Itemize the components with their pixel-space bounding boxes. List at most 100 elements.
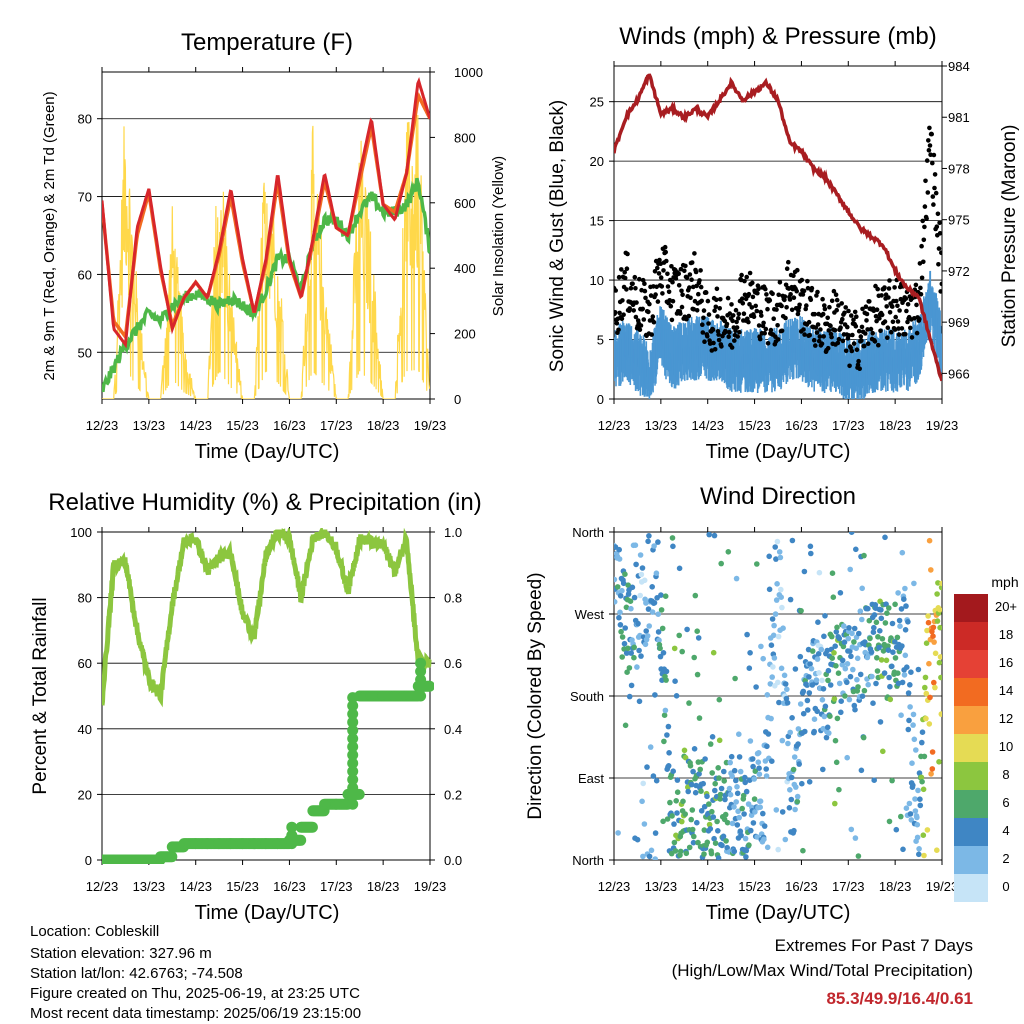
precipitation-series: [102, 657, 434, 864]
temperature-x-tick-label: 13/23: [133, 418, 166, 433]
wind-direction-point: [658, 607, 665, 613]
wind-direction-point: [785, 740, 791, 747]
gust-point: [655, 299, 661, 304]
wind-direction-point: [723, 838, 729, 844]
gust-point: [879, 312, 885, 318]
wind-direction-point: [664, 732, 670, 738]
wind-direction-point: [694, 819, 700, 826]
wind-direction-point: [767, 681, 774, 687]
wind-direction-point: [840, 643, 847, 650]
wind-direction-point: [631, 654, 637, 661]
wind-direction-point: [912, 796, 918, 802]
wind-direction-point: [755, 750, 762, 756]
wind-direction-point: [917, 796, 923, 802]
wind-direction-point: [811, 728, 817, 735]
wind-direction-point: [905, 619, 911, 625]
wind-direction-point: [782, 681, 789, 687]
wind-direction-point: [852, 706, 858, 713]
wind-direction-point: [780, 625, 786, 631]
wind-direction-point: [894, 634, 901, 641]
wind-direction-point: [809, 648, 816, 654]
wind-direction-point: [923, 715, 929, 722]
gust-point: [802, 332, 807, 337]
gust-point: [665, 271, 670, 277]
wind-direction-point: [842, 665, 849, 672]
winds-y-tick-label: 10: [590, 273, 604, 288]
gust-point: [770, 291, 775, 297]
wind-direction-point: [706, 532, 712, 538]
humidity-x-tick-label: 15/23: [226, 879, 259, 894]
gust-point: [666, 289, 672, 295]
gust-point: [725, 295, 731, 301]
wind-direction-point: [652, 856, 658, 860]
wind-direction-point: [715, 828, 721, 834]
wind-direction-point: [661, 738, 667, 745]
gust-point: [663, 249, 668, 255]
wind-direction-point: [816, 670, 822, 676]
wind-direction-point: [914, 821, 921, 828]
gust-point: [614, 321, 620, 326]
gust-point: [804, 303, 809, 308]
wind-direction-point: [691, 746, 698, 752]
gust-point: [887, 310, 893, 315]
wind-direction-point: [807, 543, 814, 550]
wind-direction-point: [916, 846, 922, 852]
gust-point: [909, 335, 915, 340]
wind-direction-point: [889, 777, 895, 784]
gust-point: [865, 341, 871, 347]
wind-direction-point: [629, 584, 636, 591]
gust-point: [932, 172, 938, 177]
figure-created: Figure created on Thu, 2025-06-19, at 23…: [30, 985, 360, 1002]
wind-direction-point: [768, 642, 775, 648]
temperature-y-tick-label: 80: [78, 112, 92, 127]
temperature-title: Temperature (F): [181, 29, 353, 56]
gust-point: [700, 322, 705, 328]
wind-direction-point: [716, 775, 722, 781]
wind-direction-point: [677, 848, 684, 855]
gust-point: [825, 345, 831, 351]
wind-direction-point: [656, 637, 662, 643]
gust-point: [908, 325, 913, 331]
wind-direction-point: [878, 607, 884, 613]
wind-direction-point: [844, 679, 850, 686]
solar-insolation-series: [102, 109, 430, 399]
wind-direction-point: [756, 765, 762, 771]
gust-point: [927, 143, 933, 148]
wind-direction-point: [663, 677, 669, 683]
wind-direction-point: [800, 688, 807, 695]
wind-direction-point: [916, 770, 923, 776]
wind-direction-point: [884, 610, 890, 616]
wind-direction-point: [855, 853, 862, 859]
gust-point: [750, 294, 756, 300]
gust-point: [703, 290, 709, 295]
gust-point: [699, 298, 704, 304]
humidity-y2-tick-label: 0.8: [444, 591, 462, 606]
gust-point: [930, 160, 935, 166]
winds-y2-tick-label: 978: [948, 161, 970, 176]
wind-direction-point: [643, 628, 649, 634]
precipitation-point: [295, 834, 307, 846]
wind-direction-point: [748, 827, 754, 834]
wind-direction-point: [764, 743, 770, 750]
wind-direction-point: [827, 682, 834, 688]
gust-point: [894, 298, 899, 304]
wind-direction-point: [743, 847, 750, 854]
wind-direction-point: [895, 590, 901, 596]
precipitation-point: [347, 790, 359, 802]
wind-direction-point: [734, 822, 741, 828]
wind-direction-point: [645, 606, 652, 612]
wind-direction-point: [848, 532, 855, 535]
winds-y2-tick-label: 981: [948, 110, 970, 125]
sonic-wind-series: [614, 270, 942, 399]
wind-direction-point: [797, 653, 804, 660]
wind-direction-point: [833, 759, 840, 766]
wind-direction-point: [734, 784, 740, 790]
extremes-block: Extremes For Past 7 Days (High/Low/Max W…: [672, 936, 973, 1008]
wind-direction-point: [615, 830, 621, 836]
gust-point: [746, 291, 752, 297]
wind-direction-point: [878, 615, 885, 622]
wind-direction-point: [848, 653, 854, 660]
gust-point: [638, 323, 644, 328]
wind-direction-point: [923, 640, 930, 646]
gust-point: [863, 304, 869, 310]
